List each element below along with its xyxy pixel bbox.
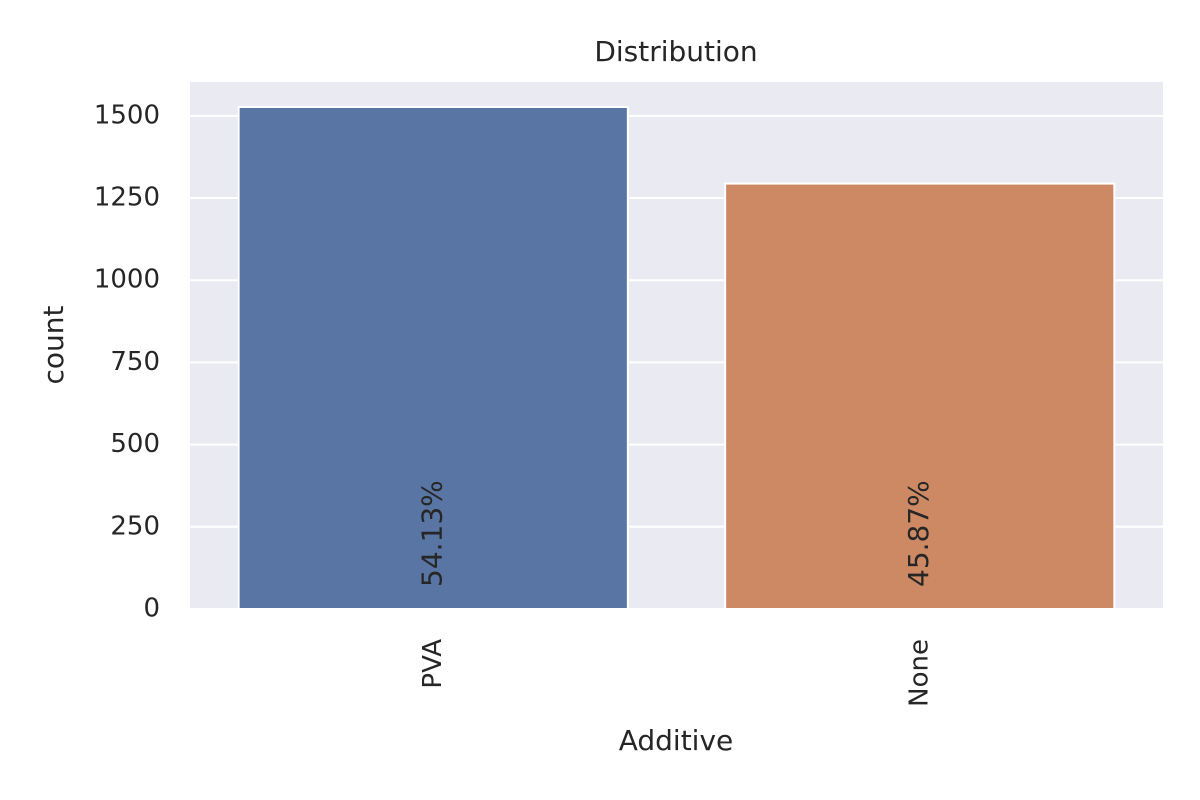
- y-tick-label: 500: [110, 429, 160, 459]
- y-tick-label: 0: [143, 594, 160, 624]
- y-tick-label: 250: [110, 511, 160, 541]
- x-tick-label: None: [904, 639, 934, 707]
- bar: [237, 105, 629, 610]
- y-tick-label: 1500: [94, 100, 160, 130]
- y-tick-label: 1000: [94, 265, 160, 295]
- y-axis-label: count: [37, 305, 70, 384]
- bar-annotation: 45.87%: [902, 480, 935, 587]
- bar-annotation: 54.13%: [415, 480, 448, 587]
- y-tick-label: 1250: [94, 183, 160, 213]
- x-tick-label: PVA: [418, 639, 448, 689]
- y-tick-label: 750: [110, 347, 160, 377]
- bar: [724, 182, 1116, 610]
- chart-title: Distribution: [594, 35, 757, 68]
- x-axis-label: Additive: [619, 724, 734, 757]
